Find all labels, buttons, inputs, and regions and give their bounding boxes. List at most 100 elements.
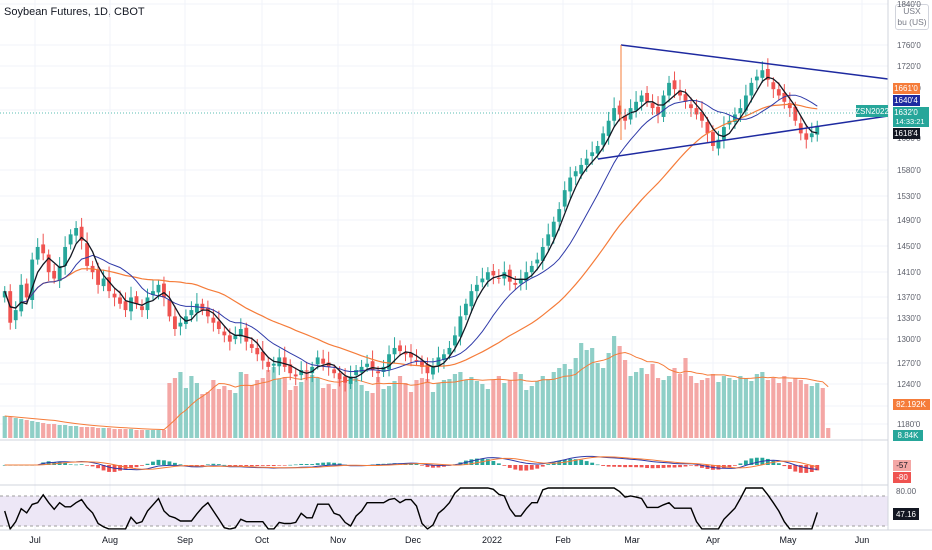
ma-fast-line	[4, 76, 818, 379]
macd-bar	[623, 465, 628, 468]
volume-bar	[359, 385, 364, 438]
price-axis[interactable]: 1840'01760'01720'01680'01640'01600'01580…	[897, 0, 921, 429]
time-tick-label: Apr	[706, 535, 720, 545]
price-tick-label: 1490'0	[897, 216, 921, 225]
candle-body	[749, 82, 754, 96]
volume-bar	[661, 380, 666, 438]
price-tick-label: 1240'0	[897, 380, 921, 389]
macd-bar	[732, 465, 737, 466]
price-tick-label: 1370'0	[897, 293, 921, 302]
macd-bar	[151, 461, 155, 465]
candle-body	[167, 299, 172, 317]
candle-body	[661, 95, 666, 117]
volume-bar	[535, 381, 540, 438]
macd-bar	[617, 465, 622, 467]
volume-bar	[820, 388, 825, 438]
volume-bar	[299, 382, 304, 438]
candle-body	[650, 103, 655, 109]
volume-bar	[381, 389, 386, 438]
volume-bar	[710, 374, 716, 438]
candle-body	[672, 80, 677, 90]
volume-bar	[540, 376, 545, 438]
volume-bar	[480, 384, 485, 438]
candle-body	[722, 127, 726, 140]
candle-body	[134, 296, 139, 304]
macd-bar	[425, 465, 430, 468]
candle-body	[529, 265, 534, 273]
volume-bar	[513, 372, 518, 438]
candle-body	[222, 331, 227, 336]
macd-bar	[529, 465, 534, 470]
candle-body	[227, 335, 232, 342]
volume-bar	[183, 388, 188, 438]
candle-body	[425, 364, 430, 374]
macd-bar	[683, 465, 688, 467]
candle-body	[546, 234, 551, 246]
price-badge-low-text: 1618'4	[894, 129, 918, 138]
volume-bar	[469, 377, 474, 438]
macd-bar	[129, 465, 133, 469]
unit-selector[interactable]: USX bu (US)	[895, 4, 929, 30]
price-tick-label: 1300'0	[897, 335, 921, 344]
rsi-upper-label: 80.00	[896, 487, 917, 496]
candle-body	[815, 125, 820, 135]
macd-bar	[244, 465, 249, 466]
volume-bar	[57, 425, 62, 438]
volume-bar	[35, 422, 40, 438]
trendline-lower[interactable]	[597, 115, 889, 160]
trendline-upper[interactable]	[620, 44, 889, 80]
volume-last-badge: 8.84K	[893, 430, 923, 441]
candle-body	[595, 145, 600, 154]
candle-body	[689, 104, 693, 109]
macd-bar	[661, 465, 666, 468]
macd-bar	[601, 465, 606, 466]
candle-body	[705, 122, 710, 134]
candle-body	[194, 303, 199, 313]
candle-body	[35, 246, 40, 260]
volume-bar	[595, 363, 600, 438]
price-tick-label: 1330'0	[897, 314, 921, 323]
volume-bar	[765, 380, 770, 438]
candle-body	[409, 353, 413, 358]
volume-bar	[798, 380, 803, 438]
volume-bar	[74, 426, 79, 438]
candle-body	[442, 354, 446, 360]
macd-bar	[694, 465, 699, 467]
macd-bar	[628, 465, 633, 468]
volume-bar	[568, 369, 573, 438]
macd-bar	[474, 458, 479, 465]
macd-bar	[156, 459, 161, 465]
volume-bar	[524, 390, 529, 438]
volume-bar	[507, 380, 512, 438]
volume-bar	[644, 374, 650, 438]
volume-bar	[815, 383, 820, 438]
macd-bar	[101, 465, 106, 471]
candle-body	[606, 120, 611, 136]
time-axis[interactable]: Jul Aug Sep Oct Nov Dec 2022 Feb Mar Apr May Jun	[29, 535, 869, 545]
macd-bar	[178, 464, 183, 465]
macd-bar	[85, 465, 90, 466]
volume-bar	[502, 383, 507, 438]
candle-body	[156, 284, 161, 293]
macd-badge-b-text: -80	[896, 473, 908, 482]
volume-bar	[145, 430, 150, 438]
candle-body	[535, 259, 540, 264]
candle-body	[776, 89, 781, 96]
candle-body	[732, 114, 737, 122]
macd-bar	[798, 465, 803, 473]
candle-body	[590, 152, 595, 157]
macd-bar	[414, 464, 419, 465]
candle-body	[96, 269, 100, 285]
candle-body	[568, 177, 573, 192]
volume-bar	[343, 376, 348, 438]
candle-body	[700, 111, 704, 121]
macd-bar	[107, 465, 111, 472]
volume-bar	[68, 426, 73, 438]
macd-bar	[535, 465, 540, 469]
volume-bar	[326, 384, 331, 438]
candle-body	[238, 329, 243, 337]
time-tick-label: 2022	[482, 535, 502, 545]
volume-bar	[694, 383, 699, 438]
volume-bar	[304, 370, 309, 438]
